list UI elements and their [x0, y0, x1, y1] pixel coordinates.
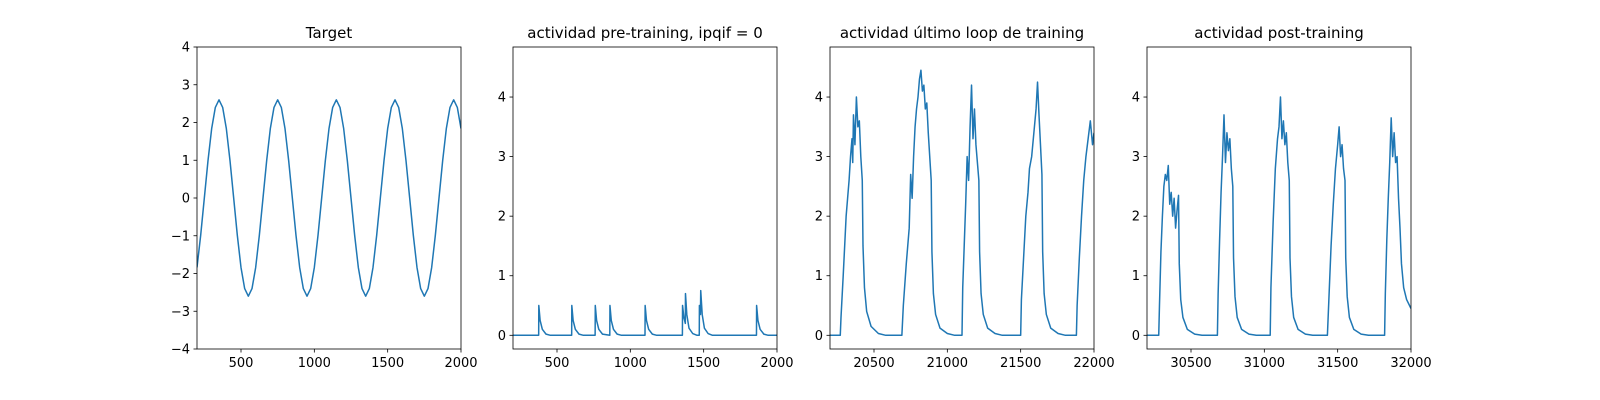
subplot-title: actividad último loop de training: [840, 24, 1084, 42]
x-tick-label: 500: [229, 356, 254, 371]
y-tick-label: 2: [1132, 210, 1140, 225]
data-line: [830, 69, 1094, 337]
y-tick-label: −3: [171, 305, 190, 320]
x-tick-label: 1500: [687, 356, 720, 371]
x-tick-label: 21500: [1000, 356, 1041, 371]
y-tick-label: 4: [815, 91, 823, 106]
y-tick-label: −4: [171, 343, 190, 358]
plot-area: [513, 289, 777, 337]
y-tick-label: 3: [498, 150, 506, 165]
y-tick-label: 3: [815, 150, 823, 165]
axes-frame: [1146, 46, 1412, 350]
y-tick-label: 4: [1132, 91, 1140, 106]
x-tick-label: 500: [545, 356, 570, 371]
x-tick-label: 22000: [1073, 356, 1114, 371]
subplot-title: actividad pre-training, ipqif = 0: [527, 24, 763, 42]
x-tick-label: 30500: [1170, 356, 1211, 371]
y-tick-label: 4: [498, 91, 506, 106]
y-tick-label: 3: [1132, 150, 1140, 165]
y-tick-label: 3: [182, 78, 190, 93]
x-tick-label: 1000: [614, 356, 647, 371]
y-tick-label: 2: [498, 210, 506, 225]
data-line: [1147, 96, 1411, 337]
y-tick-label: 0: [815, 329, 823, 344]
axes-frame: [512, 46, 778, 350]
y-tick-label: 0: [182, 192, 190, 207]
data-line: [513, 289, 777, 337]
x-tick-label: 20500: [853, 356, 894, 371]
y-tick-label: 4: [182, 41, 190, 56]
y-tick-label: 1: [815, 269, 823, 284]
subplot-title: Target: [305, 24, 353, 42]
x-tick-label: 21000: [927, 356, 968, 371]
y-tick-label: −2: [171, 267, 190, 282]
subplot-title: actividad post-training: [1194, 24, 1363, 42]
axes-frame: [196, 46, 462, 350]
y-tick-label: 2: [182, 116, 190, 131]
plot-area: [197, 99, 461, 297]
x-tick-label: 31000: [1244, 356, 1285, 371]
data-line: [197, 99, 461, 297]
subplot: actividad post-training 0 1 2 3 4 30500 31000 31…: [1132, 24, 1432, 371]
y-tick-label: 0: [1132, 329, 1140, 344]
y-tick-label: 0: [498, 329, 506, 344]
x-tick-label: 2000: [444, 356, 477, 371]
axes-frame: [829, 46, 1095, 350]
plot-area: [830, 69, 1094, 337]
x-tick-label: 1500: [371, 356, 404, 371]
x-tick-label: 32000: [1390, 356, 1431, 371]
subplot: Target −4 −3 −2 −1 0 1 2 3 4 500 1000 1500 2000: [171, 24, 478, 371]
y-tick-label: 1: [182, 154, 190, 169]
x-tick-label: 1000: [298, 356, 331, 371]
x-tick-label: 31500: [1317, 356, 1358, 371]
subplot: actividad pre-training, ipqif = 0 0 1 2 3 4 50…: [498, 24, 794, 371]
y-tick-label: 2: [815, 210, 823, 225]
y-tick-label: −1: [171, 229, 190, 244]
y-tick-label: 1: [1132, 269, 1140, 284]
subplot: actividad último loop de training 0 1 2 3 4 20…: [815, 24, 1115, 371]
y-tick-label: 1: [498, 269, 506, 284]
x-tick-label: 2000: [760, 356, 793, 371]
plot-area: [1147, 96, 1411, 337]
